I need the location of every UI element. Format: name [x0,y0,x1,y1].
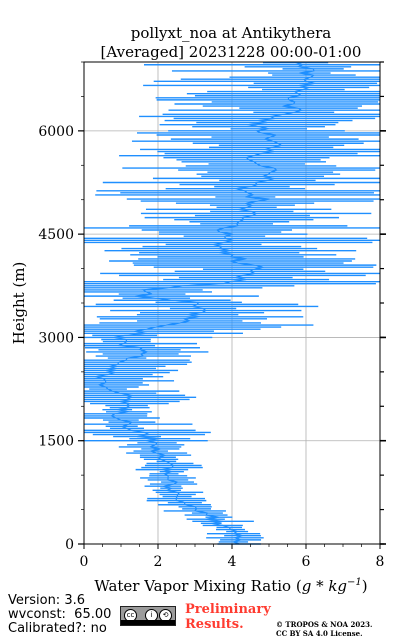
x-tick-label: 4 [228,554,237,570]
chart-title: pollyxt_noa at Antikythera [131,24,331,42]
y-tick-label: 0 [65,537,74,553]
y-tick-label: 3000 [38,330,74,346]
y-tick-label: 1500 [38,434,74,450]
chart-subtitle: [Averaged] 20231228 00:00-01:00 [101,43,362,61]
y-tick-label: 4500 [38,227,74,243]
y-tick-label: 6000 [38,124,74,140]
wv-profile-line [95,62,316,545]
preliminary-text-line1: Preliminary [185,602,271,617]
wvconst-text: wvconst: 65.00 [8,607,112,622]
y-axis-label: Height (m) [10,262,28,345]
copyright-line1: © TROPOS & NOA 2023. [276,620,373,629]
data-series [84,61,380,545]
calibrated-text: Calibrated?: no [8,621,107,636]
x-tick-label: 6 [302,554,311,570]
preliminary-text-line2: Results. [185,617,244,632]
cc-by-sa-badge: cc i ⟲ [120,606,176,626]
x-tick-label: 2 [154,554,163,570]
x-axis-label: Water Vapor Mixing Ratio (g * kg−1) [94,577,367,595]
x-tick-label: 0 [80,554,89,570]
axis-ticks: 0 2 4 6 8 0 1500 3000 4500 6000 [38,61,386,570]
version-text: Version: 3.6 [8,593,85,608]
by-icon: i [145,609,158,622]
copyright-line2: CC BY SA 4.0 License. [276,629,363,638]
x-tick-label: 8 [376,554,385,570]
